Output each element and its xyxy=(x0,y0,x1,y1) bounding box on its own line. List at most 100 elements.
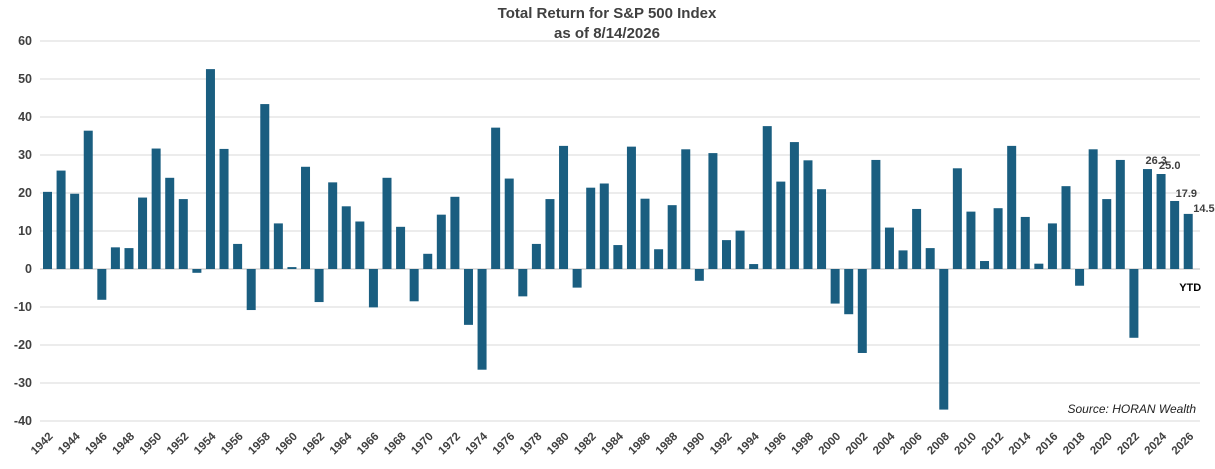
bar-2007 xyxy=(925,248,935,269)
x-tick-label: 1968 xyxy=(382,430,409,457)
y-tick-label: 20 xyxy=(18,186,32,200)
bar-1967 xyxy=(382,177,392,269)
bar-1950 xyxy=(151,148,161,269)
ytd-label: YTD xyxy=(1179,282,1201,294)
bar-2003 xyxy=(871,159,881,269)
x-tick-label: 1980 xyxy=(545,431,572,458)
x-tick-label: 1944 xyxy=(56,430,83,457)
x-tick-label: 2010 xyxy=(952,431,979,458)
x-tick-label: 1988 xyxy=(654,430,681,457)
x-tick-label: 1990 xyxy=(681,431,708,458)
bar-2016 xyxy=(1047,223,1057,269)
bar-2026 xyxy=(1183,213,1193,269)
bar-1943 xyxy=(56,170,66,269)
x-tick-label: 1962 xyxy=(301,431,328,458)
bar-1957 xyxy=(246,269,256,311)
y-tick-label: 60 xyxy=(18,34,32,48)
bar-2001 xyxy=(844,269,854,315)
bar-1972 xyxy=(450,196,460,269)
x-tick-label: 1950 xyxy=(138,431,165,458)
bar-2018 xyxy=(1075,269,1085,286)
x-tick-label: 1998 xyxy=(790,430,817,457)
bar-1970 xyxy=(423,253,433,269)
bar-2021 xyxy=(1115,159,1125,269)
y-tick-label: 30 xyxy=(18,148,32,162)
bar-1961 xyxy=(301,166,311,269)
x-tick-label: 1978 xyxy=(518,430,545,457)
data-labels: 26.325.0 17.9 14.5 YTD xyxy=(1145,155,1214,294)
bar-1966 xyxy=(368,269,378,308)
bar-1974 xyxy=(477,269,487,370)
bar-1944 xyxy=(70,193,80,269)
bar-1983 xyxy=(599,183,609,269)
bar-1982 xyxy=(586,187,596,269)
x-tick-label: 1976 xyxy=(491,431,518,458)
x-tick-label: 1954 xyxy=(192,430,219,457)
bar-2009 xyxy=(952,168,962,269)
bar-1978 xyxy=(531,243,541,269)
x-tick-label: 1994 xyxy=(735,430,762,457)
x-tick-label: 1972 xyxy=(436,431,463,458)
bar-1984 xyxy=(613,245,623,269)
bar-1980 xyxy=(559,145,569,269)
bar-2004 xyxy=(884,227,894,269)
x-tick-label: 1992 xyxy=(708,431,735,458)
source-note: Source: HORAN Wealth xyxy=(1068,402,1197,416)
bar-1959 xyxy=(273,223,283,269)
x-tick-label: 1966 xyxy=(355,431,382,458)
x-tick-label: 2006 xyxy=(898,431,925,458)
x-tick-label: 1996 xyxy=(762,431,789,458)
x-tick-label: 2000 xyxy=(817,431,844,458)
bar-2019 xyxy=(1088,149,1098,269)
bar-2010 xyxy=(966,211,976,269)
y-tick-label: 10 xyxy=(18,224,32,238)
data-label-2025: 17.9 xyxy=(1176,188,1197,200)
bar-1949 xyxy=(138,197,148,269)
data-label-2024: 25.0 xyxy=(1159,160,1180,172)
x-tick-label: 2004 xyxy=(871,430,898,457)
bars-group xyxy=(43,69,1193,410)
bar-2000 xyxy=(830,269,840,304)
x-tick-label: 1984 xyxy=(599,430,626,457)
y-tick-label: 50 xyxy=(18,72,32,86)
y-tick-label: -10 xyxy=(14,300,32,314)
x-tick-label: 2020 xyxy=(1088,431,1115,458)
bar-1951 xyxy=(165,177,175,269)
bar-1990 xyxy=(694,269,704,281)
bar-1958 xyxy=(260,104,270,269)
bar-1992 xyxy=(722,240,731,269)
bar-2020 xyxy=(1102,199,1112,269)
bar-2006 xyxy=(912,208,922,269)
bar-1952 xyxy=(178,199,188,269)
bar-1973 xyxy=(463,269,473,325)
bar-1962 xyxy=(314,269,324,303)
bar-1997 xyxy=(789,142,799,269)
bar-1965 xyxy=(355,221,365,269)
bar-1948 xyxy=(124,248,134,269)
bar-2017 xyxy=(1061,186,1071,269)
x-tick-label: 2026 xyxy=(1170,431,1197,458)
bar-2015 xyxy=(1034,263,1044,269)
x-tick-label: 1982 xyxy=(572,431,599,458)
bar-1968 xyxy=(396,226,406,269)
bar-1994 xyxy=(749,264,759,269)
bar-1976 xyxy=(504,178,514,269)
bar-1993 xyxy=(735,230,745,269)
x-tick-label: 1974 xyxy=(464,430,491,457)
bar-1955 xyxy=(219,148,229,269)
x-tick-label: 1970 xyxy=(409,431,436,458)
x-tick-label: 1958 xyxy=(246,430,273,457)
bar-2002 xyxy=(857,269,867,353)
bar-1942 xyxy=(43,191,52,269)
chart-subtitle: as of 8/14/2026 xyxy=(554,25,660,42)
bar-2022 xyxy=(1129,269,1139,338)
bar-2024 xyxy=(1156,174,1166,269)
bar-2011 xyxy=(980,261,990,269)
y-tick-label: 40 xyxy=(18,110,32,124)
bar-1963 xyxy=(328,182,338,269)
data-label-2023: 26.3 xyxy=(1145,155,1166,167)
bar-2005 xyxy=(898,250,908,269)
bar-1956 xyxy=(233,243,243,269)
bar-2014 xyxy=(1020,216,1030,269)
